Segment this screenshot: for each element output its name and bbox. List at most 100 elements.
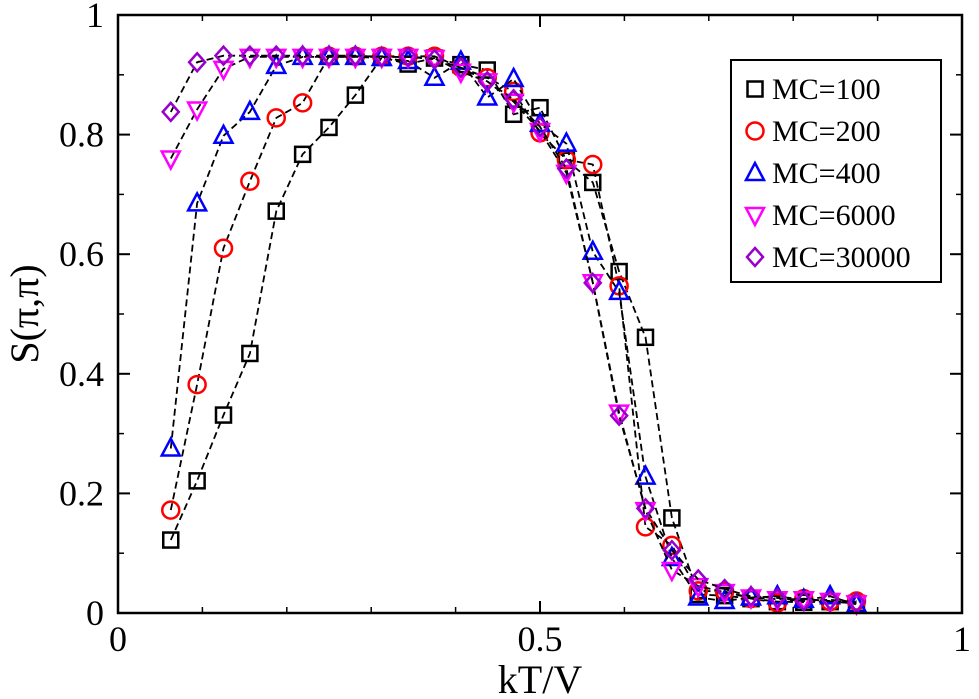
legend-marker (743, 160, 767, 182)
data-point (688, 568, 708, 591)
data-point (161, 500, 181, 520)
y-tick-label: 0.6 (59, 234, 104, 274)
y-tick-label: 0.8 (59, 115, 104, 155)
y-tick-label: 0 (86, 593, 104, 633)
data-point (372, 45, 392, 68)
data-point (159, 150, 182, 172)
data-point (266, 44, 286, 67)
data-point (212, 123, 235, 145)
data-point (502, 66, 525, 88)
data-point (449, 48, 472, 70)
data-point (424, 46, 445, 67)
series-layer (159, 44, 868, 617)
x-tick-label: 0.5 (518, 619, 563, 659)
legend-label: MC=200 (772, 115, 881, 148)
data-point (320, 118, 338, 137)
data-point (609, 404, 629, 427)
data-point (476, 73, 499, 95)
data-point (451, 56, 471, 79)
legend-label: MC=30000 (772, 241, 911, 274)
data-point (398, 45, 418, 68)
y-tick-label: 0.2 (59, 473, 104, 513)
data-point (212, 60, 235, 82)
data-point (186, 190, 209, 212)
series-4 (161, 44, 867, 614)
data-point (634, 463, 657, 485)
data-point (610, 262, 628, 281)
data-point (187, 374, 207, 395)
data-point (162, 531, 180, 549)
legend-entry: MC=400 (743, 157, 881, 190)
data-point (267, 202, 285, 220)
x-tick-label: 1 (953, 619, 971, 659)
data-point (636, 328, 655, 347)
legend-marker (745, 121, 765, 141)
data-point (608, 279, 631, 301)
data-point (213, 44, 234, 67)
data-point (293, 145, 312, 164)
data-point (530, 115, 550, 138)
data-point (662, 539, 682, 562)
data-point (635, 497, 656, 520)
legend-entry: MC=6000 (743, 199, 896, 232)
data-point (186, 101, 209, 123)
data-point (555, 130, 578, 152)
data-point (714, 578, 735, 600)
data-point (187, 51, 207, 74)
data-point (663, 509, 681, 527)
legend-label: MC=6000 (772, 199, 896, 232)
data-point (159, 435, 182, 457)
legend-marker (745, 246, 765, 268)
legend: MC=100 MC=200 MC=400 MC=6000 MC=30000 (730, 59, 942, 283)
data-point (556, 157, 577, 180)
data-point (292, 44, 313, 67)
data-point (292, 93, 313, 113)
legend-entry: MC=200 (745, 115, 881, 148)
data-point (188, 472, 206, 490)
data-point (660, 561, 683, 583)
data-point (240, 44, 260, 67)
data-point (214, 406, 233, 424)
data-point (583, 272, 603, 294)
x-tick-label: 0 (109, 619, 127, 659)
data-point (584, 173, 602, 192)
data-point (741, 585, 761, 608)
legend-marker (746, 80, 764, 98)
legend-label: MC=100 (772, 73, 881, 106)
data-point (794, 590, 814, 612)
data-point (846, 591, 867, 614)
data-point (820, 588, 840, 611)
legend-marker (743, 206, 767, 228)
data-point (266, 108, 286, 128)
data-point (503, 81, 524, 102)
data-point (662, 535, 682, 556)
data-point (476, 84, 499, 106)
data-point (424, 48, 445, 71)
y-tick-label: 1 (86, 0, 104, 35)
data-point (213, 238, 234, 258)
data-point (346, 86, 365, 104)
data-point (583, 154, 603, 175)
legend-entry: MC=30000 (745, 241, 911, 274)
data-point (319, 44, 339, 67)
data-point (240, 171, 260, 191)
data-point (265, 53, 288, 75)
data-point (423, 65, 446, 87)
data-point (370, 48, 393, 70)
y-axis-label: S(π,π) (2, 264, 47, 363)
data-point (660, 545, 683, 567)
data-point (688, 581, 708, 601)
data-point (503, 88, 524, 111)
data-point (767, 587, 788, 609)
data-point (581, 239, 604, 261)
y-tick-label: 0.4 (59, 354, 104, 394)
data-point (687, 584, 710, 606)
data-point (238, 99, 261, 121)
data-point (345, 44, 366, 67)
series-line (169, 56, 857, 606)
data-point (241, 344, 259, 363)
data-point (161, 100, 181, 123)
legend-entry: MC=100 (746, 73, 881, 106)
x-axis-label: kT/V (498, 657, 583, 699)
